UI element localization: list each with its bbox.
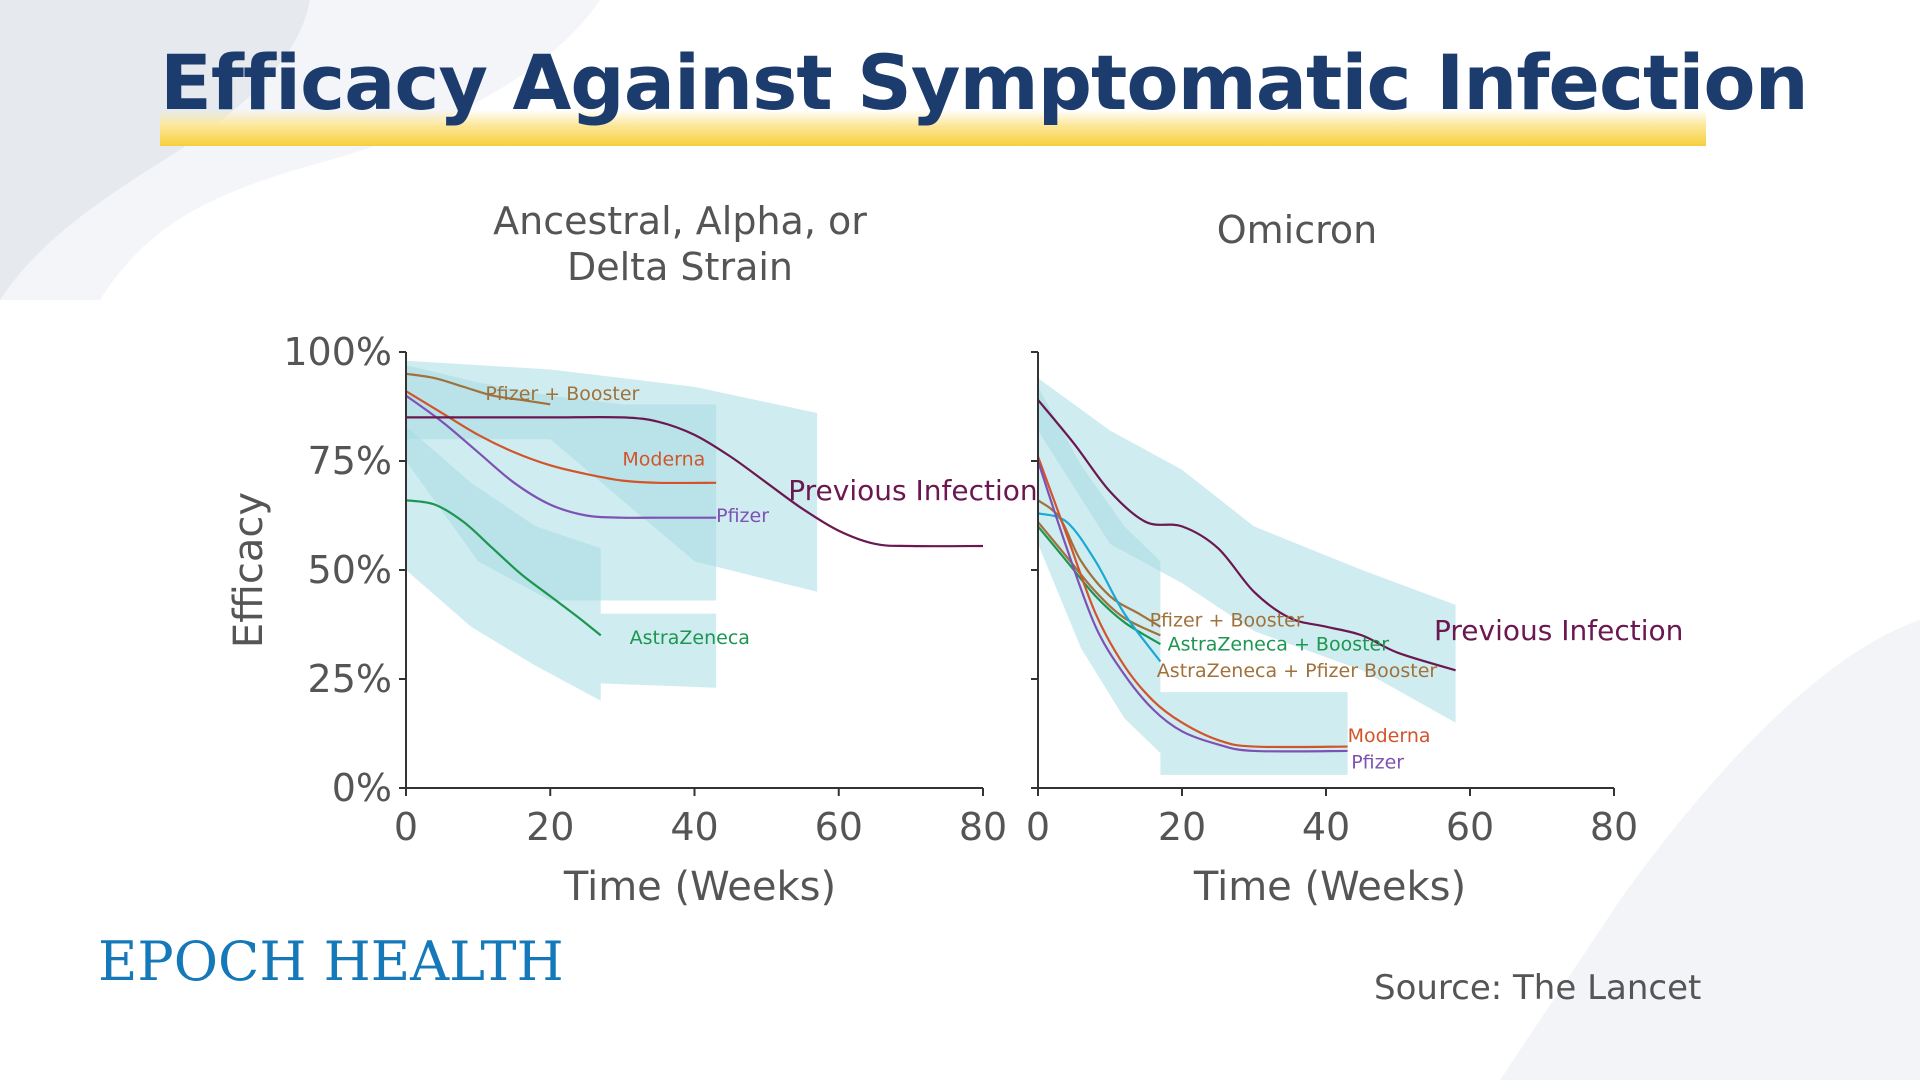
label-pfizer: Pfizer [716,505,769,527]
label-moderna: Moderna [1348,725,1431,747]
series-labels: Pfizer + Booster Moderna Pfizer AstraZeneca… [485,383,1037,649]
y-tick-label: 75% [308,439,392,483]
series-lines [405,372,984,637]
chart-subtitle-line2: Delta Strain [567,245,793,289]
line-moderna [405,390,717,485]
y-tick-label: 50% [308,548,392,592]
x-tick-label: 80 [959,805,1007,849]
axes: 0 20 40 60 80 [1026,351,1638,849]
x-tick-label: 40 [670,805,718,849]
y-tick-label: 25% [308,657,392,701]
title-highlight-bar [160,110,1706,146]
axes: 0 20 40 60 80 0% 25% 50% 75% 100% [283,330,1007,849]
label-previous-infection: Previous Infection [788,474,1037,507]
label-pfizer: Pfizer [1351,751,1404,773]
line-previous-infection [1037,399,1456,672]
line-pfizer-booster [1037,499,1161,628]
x-tick-label: 40 [1302,805,1350,849]
line-pfizer [1036,460,1348,753]
series-lines [1036,399,1456,753]
line-astrazeneca [405,499,602,637]
line-pfizer [405,394,717,519]
page-title: Efficacy Against Symptomatic Infection [160,38,1809,127]
chart-subtitle-line1: Ancestral, Alpha, or [493,199,867,243]
x-tick-label: 60 [1446,805,1494,849]
x-tick-label: 0 [394,805,418,849]
chart-subtitle: Omicron [1217,208,1378,252]
y-tick-label: 100% [283,330,392,374]
line-blue-series [1037,512,1162,663]
line-astrazeneca-pfizer-booster [1037,521,1161,637]
brand-logo-text: EPOCH HEALTH [98,930,564,993]
chart-omicron: Omicron 0 20 40 60 80 Previous Infection Pfiz… [1026,208,1683,910]
x-tick-label: 0 [1026,805,1050,849]
x-axis-label: Time (Weeks) [563,864,836,910]
band-previous-infection [1038,378,1456,723]
line-pfizer-booster [405,372,551,406]
label-pfizer-booster: Pfizer + Booster [485,383,639,405]
band-vaccines-extended [1160,692,1348,775]
label-moderna: Moderna [622,448,705,470]
confidence-bands [406,360,818,701]
band-astrazeneca-extended [600,613,717,688]
x-tick-label: 80 [1590,805,1638,849]
label-previous-infection: Previous Infection [1434,614,1683,647]
x-axis-label: Time (Weeks) [1193,864,1466,910]
x-tick-label: 20 [1158,805,1206,849]
source-citation: Source: The Lancet [1374,968,1702,1008]
label-astrazeneca-booster: AstraZeneca + Booster [1168,634,1390,656]
x-tick-label: 20 [526,805,574,849]
label-astrazeneca-pfizer-booster: AstraZeneca + Pfizer Booster [1157,660,1438,682]
x-tick-label: 60 [815,805,863,849]
y-axis-label: Efficacy [226,492,272,648]
label-astrazeneca: AstraZeneca [630,627,750,649]
y-tick-label: 0% [332,766,392,810]
label-pfizer-booster: Pfizer + Booster [1150,610,1304,632]
band-vaccines [1038,386,1161,754]
chart-ancestral-delta: Ancestral, Alpha, or Delta Strain 0 20 40 6… [226,199,1038,910]
band-astrazeneca [406,426,601,701]
line-previous-infection [405,415,984,548]
confidence-bands [1038,378,1456,775]
line-moderna [1036,456,1348,749]
